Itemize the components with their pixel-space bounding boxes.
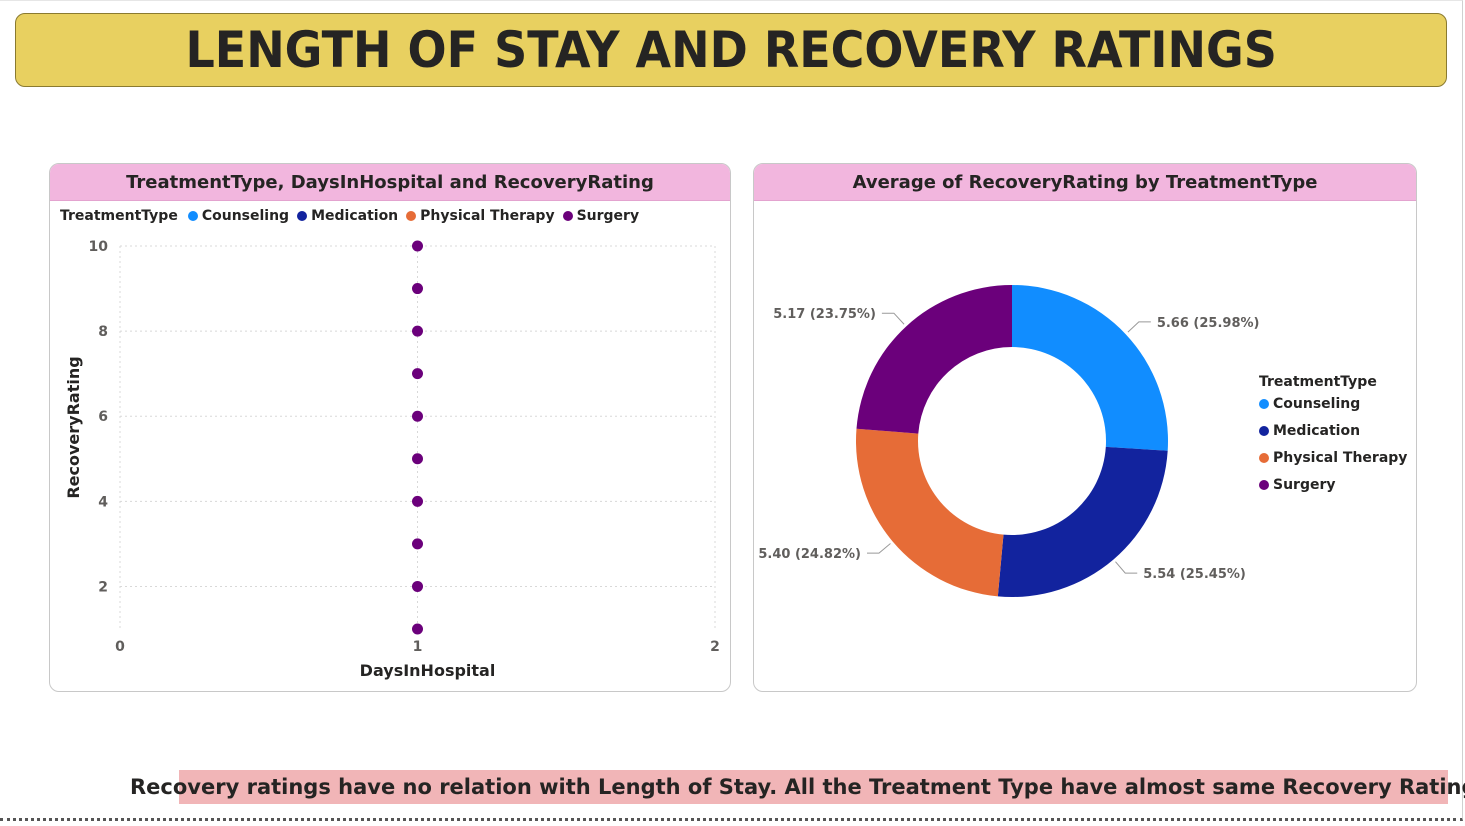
scatter-point: [412, 453, 423, 465]
legend-label: Counseling: [201, 208, 290, 224]
scatter-point: [412, 495, 423, 507]
y-tick-label: 2: [98, 579, 108, 595]
legend-label: Physical Therapy: [420, 208, 555, 224]
donut-data-label: 5.17 (23.75%): [773, 307, 876, 322]
legend-label: Medication: [311, 208, 399, 224]
legend-item-physical-therapy[interactable]: Physical Therapy: [406, 208, 555, 224]
legend-dot-icon: [562, 211, 573, 221]
x-tick-label: 1: [413, 639, 423, 655]
donut-slice: [997, 446, 1168, 597]
legend-dot-icon: [1259, 453, 1269, 463]
legend-label: Surgery: [576, 208, 640, 224]
donut-data-label: 5.54 (25.45%): [1143, 567, 1246, 582]
legend-item-counseling[interactable]: Counseling: [1259, 396, 1407, 412]
donut-leader-line: [1127, 321, 1151, 333]
legend-label: Medication: [1273, 423, 1361, 439]
title-banner: LENGTH OF STAY AND RECOVERY RATINGS: [15, 13, 1447, 87]
scatter-point: [412, 580, 423, 592]
legend-dot-icon: [297, 211, 308, 221]
scatter-point: [412, 368, 423, 380]
scatter-point: [412, 623, 423, 635]
donut-legend: TreatmentType Counseling Medication Phys…: [1259, 374, 1407, 504]
donut-chart-title: Average of RecoveryRating by TreatmentTy…: [754, 164, 1416, 201]
insight-text: Recovery ratings have no relation with L…: [130, 770, 1465, 804]
scatter-point: [412, 410, 423, 422]
legend-item-physical-therapy[interactable]: Physical Therapy: [1259, 450, 1407, 466]
donut-data-label: 5.40 (24.82%): [758, 547, 861, 562]
legend-item-medication[interactable]: Medication: [297, 208, 398, 224]
scatter-point: [412, 325, 423, 337]
scatter-chart-card[interactable]: TreatmentType, DaysInHospital and Recove…: [49, 163, 731, 692]
donut-slice: [856, 428, 1004, 597]
legend-dot-icon: [1259, 399, 1269, 409]
legend-item-surgery[interactable]: Surgery: [562, 208, 640, 224]
scatter-chart-title: TreatmentType, DaysInHospital and Recove…: [50, 164, 730, 201]
x-tick-label: 2: [710, 639, 720, 655]
donut-chart-card[interactable]: Average of RecoveryRating by TreatmentTy…: [753, 163, 1417, 692]
donut-leader-line: [866, 543, 891, 554]
y-axis-title: RecoveryRating: [64, 356, 83, 498]
legend-dot-icon: [187, 211, 198, 221]
donut-data-label: 5.66 (25.98%): [1157, 316, 1260, 331]
legend-label: Physical Therapy: [1273, 450, 1408, 466]
x-tick-label: 0: [115, 639, 125, 655]
y-tick-label: 8: [98, 324, 108, 340]
donut-chart[interactable]: 5.66 (25.98%) 5.54 (25.45%) 5.40 (24.82%) 5…: [754, 164, 1417, 692]
legend-title: TreatmentType: [60, 208, 178, 224]
donut-slice: [856, 285, 1012, 434]
scatter-legend: TreatmentType Counseling Medication Phys…: [60, 208, 647, 224]
scatter-point: [412, 538, 423, 550]
y-tick-label: 10: [89, 239, 109, 255]
y-tick-label: 4: [98, 494, 108, 510]
legend-item-surgery[interactable]: Surgery: [1259, 477, 1407, 493]
legend-item-counseling[interactable]: Counseling: [187, 208, 290, 224]
scatter-point: [412, 283, 423, 295]
scatter-point: [412, 240, 423, 252]
legend-dot-icon: [1259, 426, 1269, 436]
y-tick-label: 6: [98, 409, 108, 425]
x-axis-title: DaysInHospital: [360, 661, 496, 680]
donut-leader-line: [881, 312, 905, 325]
page-title: LENGTH OF STAY AND RECOVERY RATINGS: [185, 21, 1277, 79]
legend-item-medication[interactable]: Medication: [1259, 423, 1407, 439]
donut-leader-line: [1115, 561, 1138, 574]
legend-label: Surgery: [1273, 477, 1336, 493]
legend-dot-icon: [1259, 480, 1269, 490]
donut-slice: [1012, 285, 1168, 451]
scatter-plot[interactable]: 2 4 6 8 10 0 1 2 DaysInHospital RecoveryRating: [50, 164, 731, 692]
legend-dot-icon: [406, 211, 417, 221]
legend-label: Counseling: [1273, 396, 1361, 412]
legend-title: TreatmentType: [1259, 374, 1377, 390]
